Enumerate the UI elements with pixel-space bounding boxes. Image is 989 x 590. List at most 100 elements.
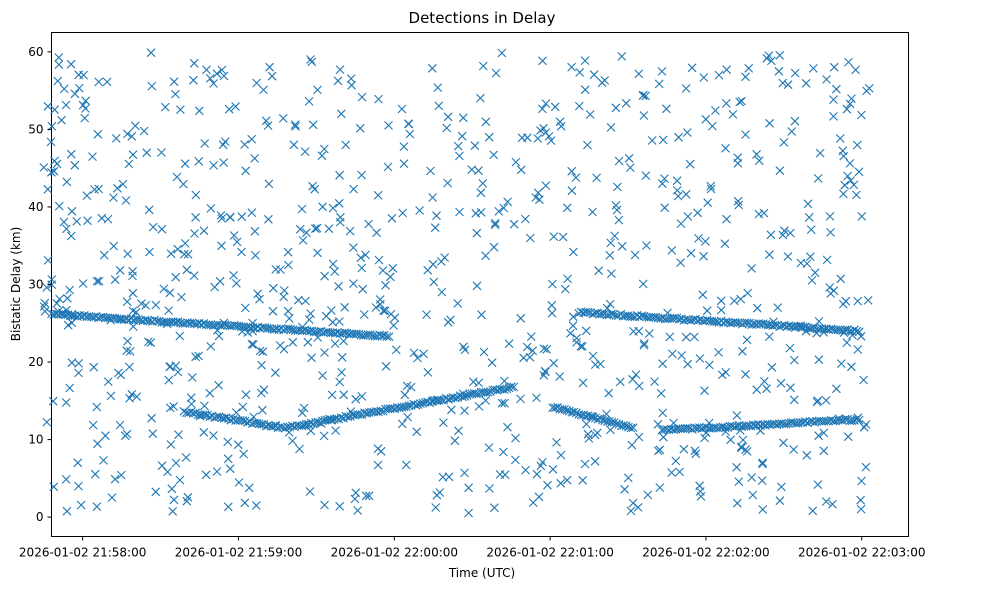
clutter-point [654,79,664,89]
clutter-point [476,188,486,198]
clutter-point [581,326,591,336]
clutter-point [432,211,441,221]
clutter-point [429,277,439,287]
clutter-point [302,228,311,238]
track-point [598,415,607,425]
clutter-point [147,81,157,91]
clutter-point [464,483,473,493]
clutter-point [737,96,746,106]
clutter-point [353,506,363,515]
clutter-point [443,317,453,327]
track-point [200,410,210,420]
clutter-point [701,114,711,124]
clutter-point [474,402,484,411]
clutter-point [47,280,57,289]
clutter-point [538,457,547,467]
clutter-point [762,53,772,63]
clutter-point [200,401,209,411]
clutter-point [43,256,53,265]
clutter-point [219,158,228,167]
clutter-point [205,388,215,398]
clutter-point [459,342,468,352]
clutter-point [237,212,247,222]
clutter-point [259,85,268,95]
clutter-point [217,65,227,75]
clutter-point [806,225,816,234]
clutter-point [359,310,369,319]
clutter-point [279,286,289,295]
clutter-point [139,126,149,136]
clutter-point [634,432,644,442]
clutter-point [590,430,600,440]
clutter-point [194,351,203,361]
clutter-point [775,496,785,506]
clutter-point [458,113,468,123]
clutter-point [415,206,424,215]
track-point [366,330,375,339]
clutter-point [779,138,789,147]
clutter-point [777,482,786,492]
clutter-point [732,462,741,472]
clutter-point [94,184,104,194]
clutter-point [52,298,62,308]
clutter-point [733,153,743,163]
clutter-point [504,339,514,349]
track-point [730,422,739,432]
track-point [621,421,631,431]
clutter-point [231,408,241,417]
clutter-point [264,179,274,189]
clutter-point [450,436,460,446]
clutter-point [443,112,453,122]
track-point [173,317,183,327]
track-point [852,326,862,336]
track-point [588,413,598,422]
clutter-point [59,84,69,94]
clutter-point [174,430,183,440]
clutter-point [835,134,845,143]
clutter-point [511,157,521,167]
clutter-point [400,390,410,400]
clutter-point [335,317,344,326]
clutter-point [146,338,156,347]
clutter-point [50,105,59,115]
clutter-point [206,342,216,351]
clutter-point [346,74,356,83]
clutter-point [849,180,859,190]
clutter-point [470,141,480,151]
clutter-point [517,133,527,143]
clutter-point [397,104,407,114]
clutter-point [70,160,80,170]
clutter-point [705,360,714,370]
clutter-point [722,214,731,224]
clutter-point [736,442,746,452]
track-point [500,385,509,394]
clutter-point [284,260,293,270]
clutter-point [337,368,346,377]
clutter-point [681,332,691,342]
clutter-point [284,314,294,323]
clutter-point [853,296,863,306]
clutter-point [163,467,172,477]
clutter-point [631,370,641,379]
clutter-point [57,115,66,125]
clutter-point [145,247,154,257]
clutter-point [357,392,367,401]
y-tick-label: 0 [36,510,44,524]
clutter-point [722,65,732,75]
clutter-point [81,104,90,113]
track-point [404,401,414,411]
clutter-point [614,215,624,225]
clutter-point [854,167,864,177]
clutter-point [232,279,241,288]
clutter-point [641,171,651,180]
clutter-point [171,458,181,468]
clutter-point [641,91,650,101]
clutter-point [589,70,599,80]
clutter-point [638,279,648,289]
x-axis-ticks: 2026-01-02 21:58:00 2026-01-02 21:59:00 20… [19,536,925,560]
clutter-point [234,478,244,487]
clutter-point [702,306,712,316]
clutter-point [434,101,444,111]
clutter-point [442,123,452,133]
clutter-point [357,263,367,273]
